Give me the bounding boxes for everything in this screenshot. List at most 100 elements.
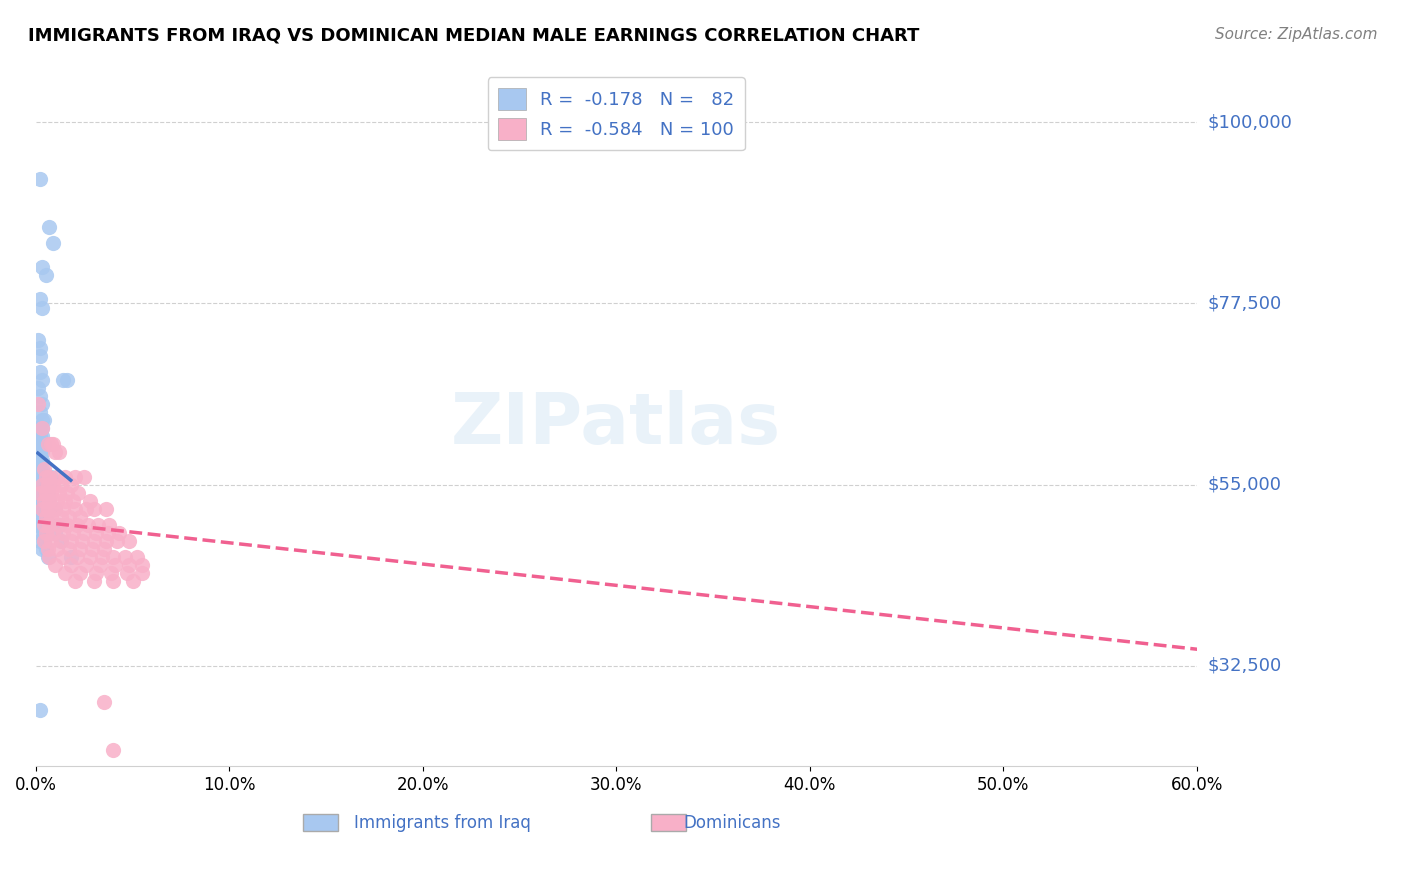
Point [73, 525, 96, 540]
Point [27, 477, 49, 491]
Point [62, 525, 84, 540]
Point [63, 469, 86, 483]
Point [27, 461, 49, 475]
Point [46, 493, 69, 508]
Point [34, 469, 56, 483]
Point [56, 517, 79, 532]
Point [83, 574, 105, 589]
Point [103, 574, 125, 589]
Point [27, 469, 49, 483]
Point [27, 397, 49, 411]
Point [28, 525, 51, 540]
Point [83, 533, 105, 548]
Point [75, 501, 97, 516]
Point [34, 525, 56, 540]
Point [28, 477, 51, 491]
Point [27, 493, 49, 508]
Point [28, 429, 51, 443]
Point [34, 469, 56, 483]
Point [28, 501, 51, 516]
Point [37, 541, 59, 556]
Point [56, 485, 79, 500]
Point [93, 695, 115, 709]
Point [59, 477, 82, 491]
Point [44, 501, 66, 516]
Point [31, 421, 53, 435]
Point [38, 220, 60, 235]
Point [28, 365, 51, 379]
Point [65, 549, 87, 564]
Point [31, 477, 53, 491]
Point [38, 549, 60, 564]
Point [31, 373, 53, 387]
Point [48, 517, 70, 532]
Point [49, 477, 72, 491]
Point [48, 445, 70, 459]
Point [53, 493, 76, 508]
Point [31, 453, 53, 467]
Point [59, 533, 82, 548]
Point [79, 493, 101, 508]
Point [32, 501, 55, 516]
Point [28, 533, 51, 548]
Point [27, 517, 49, 532]
Point [37, 501, 59, 516]
Point [34, 485, 56, 500]
Point [37, 477, 59, 491]
Point [72, 533, 94, 548]
Text: ZIPatlas: ZIPatlas [451, 390, 782, 458]
Point [44, 445, 66, 459]
Point [28, 517, 51, 532]
Point [118, 558, 141, 573]
Point [38, 477, 60, 491]
Point [77, 517, 100, 532]
Point [103, 743, 125, 757]
Point [34, 477, 56, 491]
Point [32, 461, 55, 475]
Point [53, 469, 76, 483]
Point [34, 268, 56, 283]
Point [94, 533, 117, 548]
Point [42, 525, 65, 540]
Point [105, 533, 128, 548]
Point [31, 429, 53, 443]
Point [69, 509, 91, 524]
FancyBboxPatch shape [302, 814, 337, 831]
Point [31, 421, 53, 435]
Point [37, 501, 59, 516]
Point [28, 341, 51, 355]
Point [104, 558, 127, 573]
Point [32, 525, 55, 540]
Point [31, 260, 53, 275]
Point [42, 477, 65, 491]
Point [28, 453, 51, 467]
Point [114, 549, 136, 564]
Point [31, 301, 53, 315]
Point [96, 525, 118, 540]
Point [32, 533, 55, 548]
Point [93, 541, 115, 556]
Point [31, 509, 53, 524]
Point [56, 373, 79, 387]
Point [79, 549, 101, 564]
Point [108, 525, 131, 540]
Point [84, 525, 107, 540]
Point [27, 445, 49, 459]
Point [27, 501, 49, 516]
Point [31, 397, 53, 411]
Text: IMMIGRANTS FROM IRAQ VS DOMINICAN MEDIAN MALE EARNINGS CORRELATION CHART: IMMIGRANTS FROM IRAQ VS DOMINICAN MEDIAN… [28, 27, 920, 45]
Point [28, 405, 51, 419]
Point [31, 501, 53, 516]
Point [28, 389, 51, 403]
Point [37, 485, 59, 500]
Point [62, 493, 84, 508]
Point [52, 549, 75, 564]
Point [41, 517, 63, 532]
Point [28, 703, 51, 717]
Point [28, 349, 51, 363]
Point [41, 485, 63, 500]
Point [131, 566, 153, 581]
Point [31, 493, 53, 508]
Point [31, 477, 53, 491]
Point [34, 509, 56, 524]
